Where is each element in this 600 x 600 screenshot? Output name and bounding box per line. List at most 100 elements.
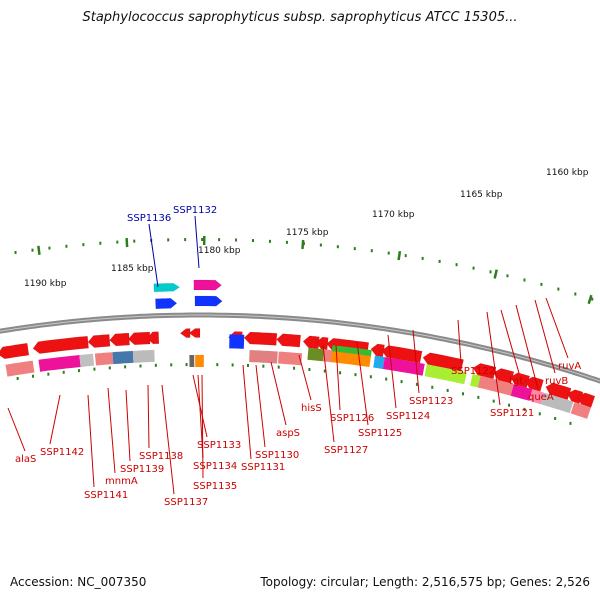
leader-line (201, 374, 204, 479)
ruler-dot (48, 246, 51, 250)
gene-feature (189, 355, 195, 367)
gene-feature (373, 355, 385, 369)
gene-feature (424, 364, 467, 385)
gene-label: SSP1137 (164, 497, 208, 508)
gene-feature (249, 350, 278, 364)
gene-label: SSP1123 (409, 396, 453, 407)
inner-ruler-dot (308, 368, 311, 372)
leader-line (335, 344, 341, 411)
gene-feature (193, 279, 222, 291)
inner-ruler-dot (477, 395, 480, 399)
gene-label: SSP1135 (193, 481, 237, 492)
ruler-dot (268, 239, 271, 243)
leader-line (356, 341, 369, 426)
gene-label: alaS (15, 454, 36, 465)
gene-feature (188, 328, 201, 338)
gene-label: tgt (509, 376, 523, 387)
gene-feature (278, 351, 303, 366)
gene-feature (381, 345, 423, 364)
gene-label: queA (528, 392, 554, 403)
gene-feature (382, 357, 425, 376)
inner-ruler-dot (415, 382, 418, 386)
leader-line (49, 394, 61, 445)
inner-ruler-dot (262, 364, 265, 368)
gene-label: SSP1141 (84, 490, 128, 501)
gene-label: SSP1125 (358, 428, 402, 439)
ruler-major-tick (37, 245, 41, 255)
ruler-dot (438, 259, 441, 263)
inner-ruler-dot (139, 364, 142, 368)
ruler-dot (201, 238, 204, 242)
ruler-major-tick (301, 239, 305, 250)
inner-ruler-dot (354, 373, 357, 377)
ruler-dot (116, 240, 119, 244)
gene-feature (243, 331, 278, 346)
gene-feature (331, 345, 372, 357)
ruler-label: 1180 kbp (198, 246, 241, 256)
ruler-label: 1160 kbp (546, 168, 589, 178)
inner-ruler-dot (16, 376, 19, 380)
gene-feature (112, 350, 134, 365)
leader-line (107, 387, 116, 474)
ruler-dot (574, 292, 577, 296)
ruler-major-tick (397, 250, 402, 261)
gene-features (0, 279, 596, 419)
gene-label: SSP1122 (451, 366, 495, 377)
gene-label: ruvA (558, 361, 581, 372)
gene-label: aspS (276, 428, 300, 439)
ruler-dot (65, 244, 68, 248)
inner-ruler-dot (124, 365, 127, 369)
gene-label: SSP1132 (173, 205, 217, 216)
inner-ruler-dot (170, 363, 173, 367)
ruler-dot (167, 238, 170, 242)
gene-feature (109, 332, 130, 347)
ruler-dot (252, 239, 255, 243)
inner-ruler-dot (277, 365, 280, 369)
gene-feature (529, 389, 545, 405)
leader-line (534, 299, 556, 374)
gene-feature (540, 392, 574, 414)
ruler-dot (336, 245, 339, 249)
inner-ruler-dot (78, 369, 81, 373)
leader-line (87, 394, 95, 488)
leader-line (242, 364, 252, 460)
ruler-dot (218, 238, 221, 242)
ruler-dot (557, 287, 560, 291)
inner-ruler-dot (369, 375, 372, 379)
ruler-label: 1175 kbp (286, 228, 329, 238)
leader-line (7, 407, 26, 452)
gene-feature (32, 335, 89, 354)
gene-feature (194, 295, 223, 307)
map-title: Staphylococcus saprophyticus subsp. sapr… (82, 10, 518, 25)
gene-label: SSP1130 (255, 450, 299, 461)
ruler-label: 1165 kbp (460, 190, 503, 200)
ruler-dot (506, 274, 509, 278)
ruler-track (14, 236, 594, 425)
gene-feature (307, 347, 325, 362)
gene-feature (477, 375, 514, 396)
ruler-dot (319, 243, 322, 247)
gene-feature (146, 331, 160, 345)
gene-label: SSP1134 (193, 461, 237, 472)
leader-line (486, 311, 501, 406)
leader-line (194, 215, 200, 269)
ruler-label: 1185 kbp (111, 264, 154, 274)
ruler-dot (31, 248, 34, 252)
ruler-dot (353, 247, 356, 251)
gene-label: ruvB (545, 376, 568, 387)
inner-ruler-dot (554, 416, 557, 420)
gene-label: SSP1124 (386, 411, 430, 422)
inner-ruler-dot (185, 363, 188, 367)
leader-line (270, 361, 287, 426)
gene-feature (79, 353, 95, 367)
leader-line (412, 329, 420, 394)
ruler-dot (523, 278, 526, 282)
inner-ruler-dot (431, 385, 434, 389)
leader-line (322, 344, 335, 443)
ruler-major-tick (587, 294, 593, 305)
gene-label: SSP1139 (120, 464, 164, 475)
ruler-dot (489, 270, 492, 274)
ruler-dot (235, 238, 238, 242)
